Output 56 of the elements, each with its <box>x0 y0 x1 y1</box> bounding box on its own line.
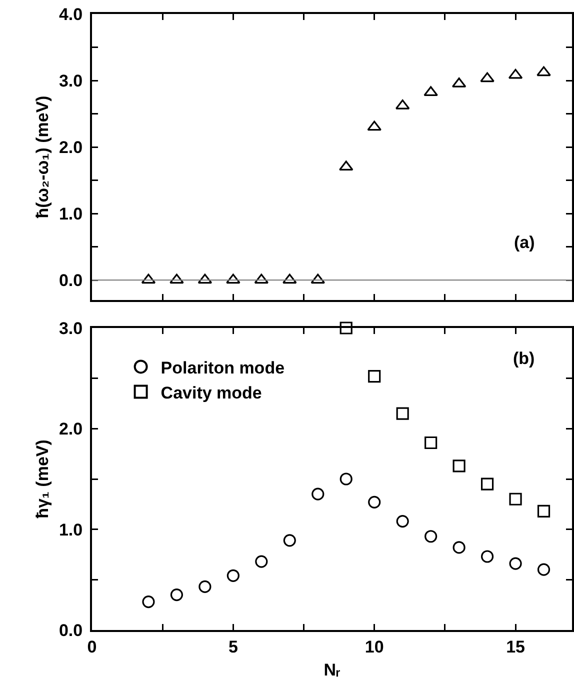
point <box>170 274 184 284</box>
point <box>368 370 381 383</box>
annotation: (a) <box>514 233 535 252</box>
point <box>340 472 352 486</box>
y-tick-label: 2.0 <box>58 420 83 439</box>
point <box>509 492 522 506</box>
y-axis-title: ħ(ω₂-ω₁) (meV) <box>33 96 52 218</box>
x-tick-label: 10 <box>364 637 384 656</box>
y-tick-label: 1.0 <box>58 520 83 540</box>
point <box>537 563 550 576</box>
point <box>283 534 296 547</box>
point <box>254 274 269 284</box>
point <box>424 436 438 450</box>
point <box>198 580 212 594</box>
point <box>282 274 297 284</box>
x-tick-label: 5 <box>228 637 238 656</box>
point <box>452 460 466 472</box>
y-axis-title: ħγ₁ (meV) <box>33 440 52 518</box>
x-tick-label: 15 <box>506 637 525 656</box>
point <box>480 478 494 490</box>
point <box>396 407 409 420</box>
y-tick-label: 1.0 <box>58 204 83 224</box>
point <box>508 68 523 79</box>
point <box>509 557 522 570</box>
legend-label: Polariton mode <box>160 358 285 378</box>
point <box>312 488 324 500</box>
point <box>424 86 438 96</box>
point <box>396 514 409 528</box>
point <box>198 274 212 284</box>
annotation: (b) <box>513 349 535 368</box>
y-tick-label: 4.0 <box>58 4 83 24</box>
point <box>537 504 550 518</box>
point <box>338 160 354 171</box>
y-tick-label: 2.0 <box>58 138 83 157</box>
point <box>226 569 240 582</box>
point <box>310 274 326 284</box>
y-tick-label: 0.0 <box>58 620 83 640</box>
point <box>368 496 381 508</box>
point <box>424 530 438 543</box>
point <box>452 541 466 554</box>
point <box>340 322 352 334</box>
point <box>480 72 494 82</box>
point <box>170 588 184 602</box>
y-tick-label: 3.0 <box>58 318 83 338</box>
point <box>480 550 494 563</box>
x-tick-label: 0 <box>87 637 97 656</box>
point <box>226 274 240 284</box>
y-tick-label: 3.0 <box>58 71 83 90</box>
x-axis-title: Nᵣ <box>324 660 340 680</box>
point <box>141 274 156 284</box>
point <box>367 120 382 131</box>
point <box>536 66 551 76</box>
point <box>255 555 268 568</box>
legend-label: Cavity mode <box>160 383 262 402</box>
point <box>395 99 410 110</box>
point <box>142 596 155 608</box>
